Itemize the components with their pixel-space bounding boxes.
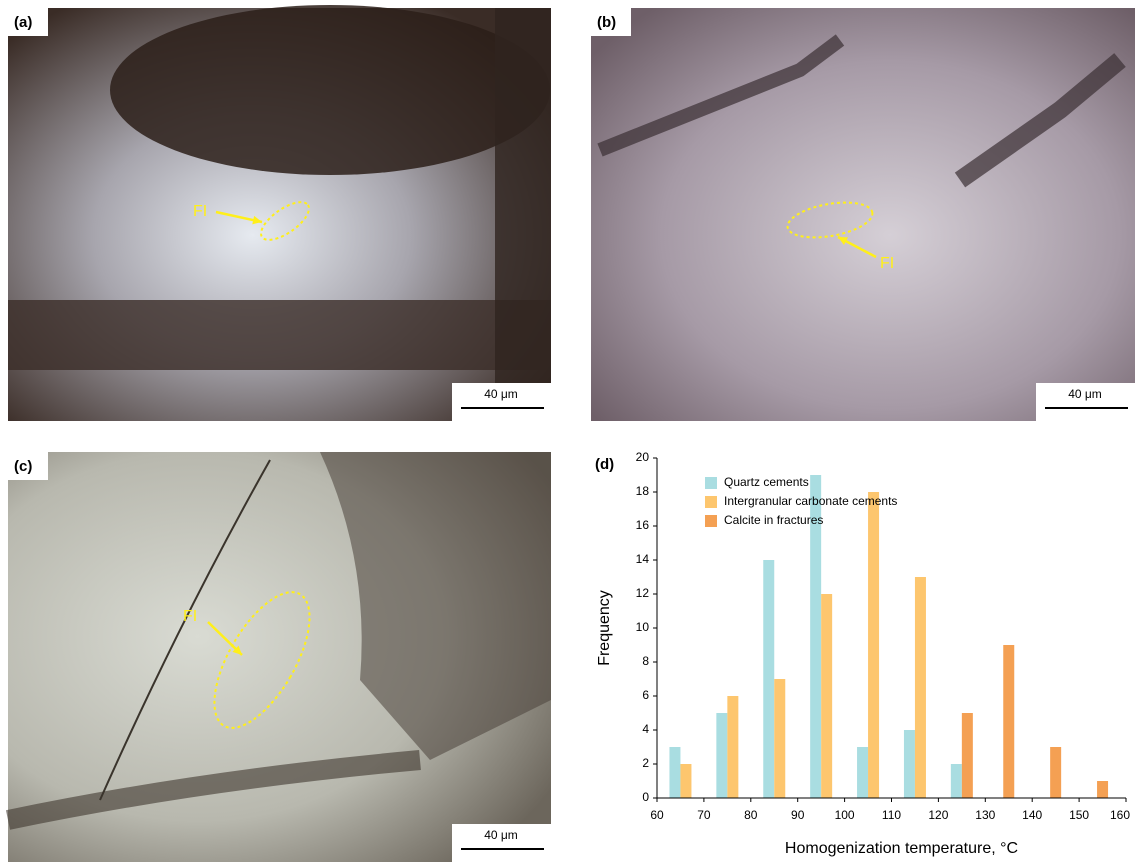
x-tick-label: 140 — [1022, 808, 1042, 822]
x-tick-label: 60 — [650, 808, 664, 822]
bar — [763, 560, 774, 798]
scale-label: 40 μm — [484, 387, 518, 401]
bar — [868, 492, 879, 798]
y-axis-label: Frequency — [596, 590, 613, 666]
panel-label: (b) — [597, 14, 616, 31]
photo — [591, 8, 1135, 421]
panel-label: (a) — [14, 14, 32, 31]
y-tick-label: 6 — [642, 688, 649, 702]
y-tick-label: 20 — [636, 450, 650, 464]
x-tick-label: 150 — [1069, 808, 1089, 822]
scale-label: 40 μm — [484, 828, 518, 842]
bar — [680, 764, 691, 798]
bar — [716, 713, 727, 798]
scale-label: 40 μm — [1068, 387, 1102, 401]
bar — [904, 730, 915, 798]
x-tick-label: 120 — [928, 808, 948, 822]
bar — [915, 577, 926, 798]
x-tick-label: 110 — [882, 808, 901, 822]
y-tick-label: 2 — [642, 756, 649, 770]
bar — [962, 713, 973, 798]
x-tick-label: 160 — [1110, 808, 1130, 822]
legend-swatch — [705, 477, 717, 489]
panel-label: (d) — [595, 456, 614, 473]
bar — [727, 696, 738, 798]
page: (a) FI 40 μm (b) FI 40 μm (c) FI 40 μm (d) Frequen… — [0, 0, 1135, 867]
photo-texture — [110, 5, 550, 175]
y-tick-label: 18 — [636, 484, 650, 498]
bar — [1003, 645, 1014, 798]
photo-texture — [495, 8, 551, 421]
legend-label: Quartz cements — [724, 475, 809, 489]
bar — [951, 764, 962, 798]
fi-label: FI — [193, 203, 207, 220]
y-tick-label: 12 — [636, 586, 650, 600]
bar — [669, 747, 680, 798]
legend-swatch — [705, 515, 717, 527]
bar — [857, 747, 868, 798]
panel-label: (c) — [14, 458, 32, 475]
x-tick-label: 70 — [697, 808, 711, 822]
x-axis-label: Homogenization temperature, °C — [785, 840, 1018, 857]
legend-label: Intergranular carbonate cements — [724, 494, 897, 508]
bar — [1050, 747, 1061, 798]
x-tick-label: 130 — [975, 808, 995, 822]
x-tick-label: 100 — [835, 808, 855, 822]
photo-texture — [8, 300, 551, 370]
fi-label: FI — [183, 608, 197, 625]
fi-label: FI — [880, 255, 894, 272]
bar — [1097, 781, 1108, 798]
legend-swatch — [705, 496, 717, 508]
y-tick-label: 8 — [642, 654, 649, 668]
figure: (a) FI 40 μm (b) FI 40 μm (c) FI 40 μm (d) Frequen… — [0, 0, 1135, 862]
x-tick-label: 80 — [744, 808, 758, 822]
x-tick-label: 90 — [791, 808, 805, 822]
legend-label: Calcite in fractures — [724, 513, 823, 527]
y-tick-label: 10 — [636, 620, 650, 634]
bar — [774, 679, 785, 798]
y-tick-label: 14 — [636, 552, 650, 566]
y-tick-label: 0 — [642, 790, 649, 804]
y-tick-label: 16 — [636, 518, 650, 532]
bar — [821, 594, 832, 798]
y-tick-label: 4 — [642, 722, 649, 736]
